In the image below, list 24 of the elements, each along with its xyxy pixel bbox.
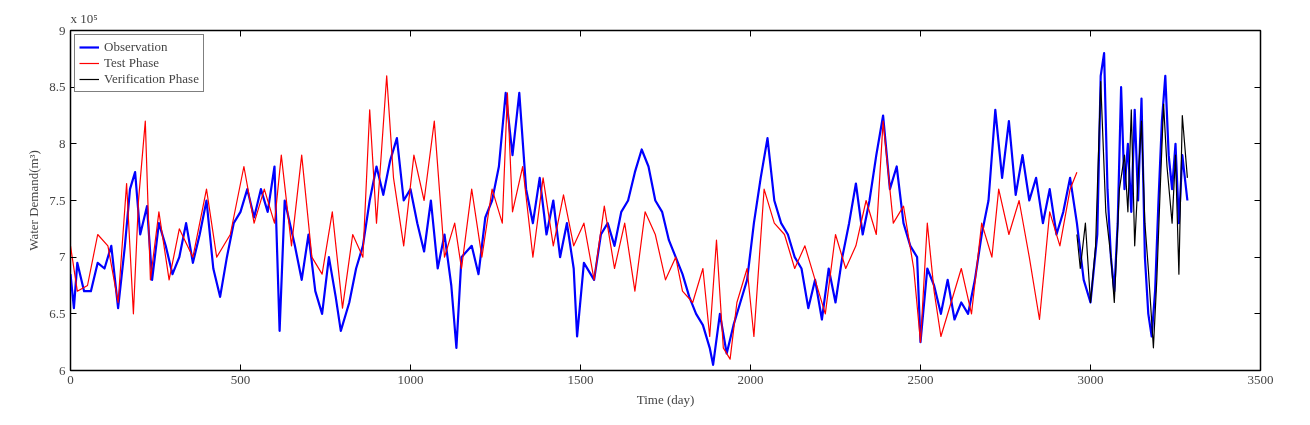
x-tick-label: 500 [230,371,251,387]
legend-label: Verification Phase [104,71,199,87]
x-tick-label: 3500 [1247,371,1274,387]
x-tick-label: 1000 [397,371,424,387]
text: x 10⁵ [70,10,98,26]
x-tick-label: 2500 [907,371,934,387]
x-tick-label: 3000 [1077,371,1104,387]
x-axis-title: Time (day) [636,391,695,407]
y-tick-label: 8 [59,135,66,151]
line-series [1076,80,1188,349]
legend-label: Observation [104,39,168,55]
line-series [70,75,1078,360]
y-tick-label: 8.5 [49,79,66,95]
x-tick-label: 1500 [567,371,594,387]
x-tick-label: 0 [67,371,74,387]
y-tick-label: 6 [59,362,66,378]
y-tick-label: 9 [59,22,66,38]
y-tick-label: 6.5 [49,305,66,321]
y-axis-title: Water Demand(m³) [26,150,42,251]
y-tick-label: 7 [59,249,66,265]
line-series [70,52,1189,366]
y-tick-label: 7.5 [49,192,66,208]
x-tick-label: 2000 [737,371,764,387]
legend-label: Test Phase [104,55,160,71]
